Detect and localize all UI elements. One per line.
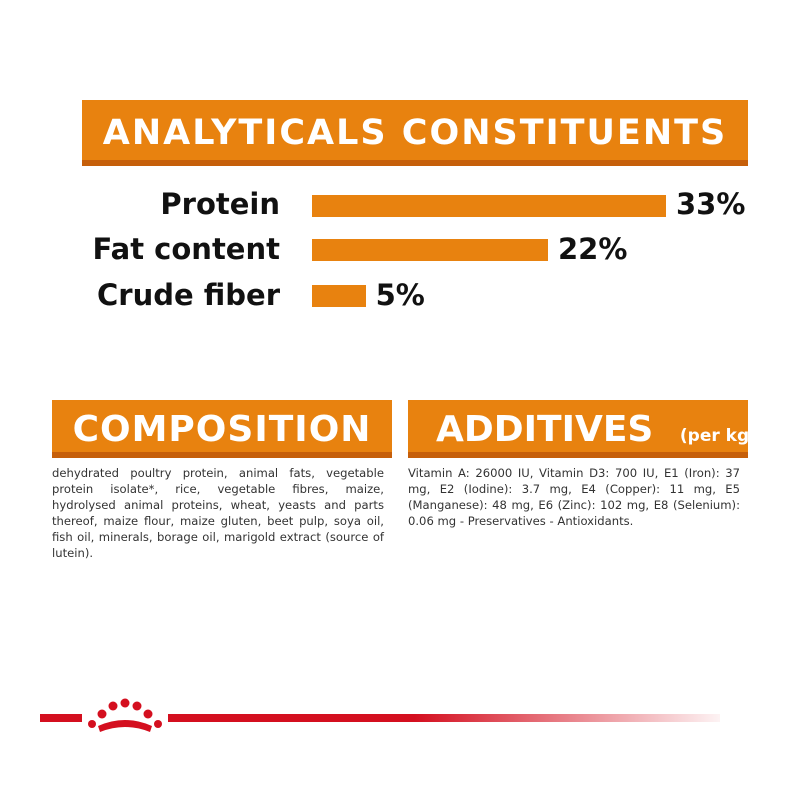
additives-subtitle: (per kg) (679, 426, 757, 446)
brand-stripe (40, 714, 720, 722)
protein-label: Protein (160, 187, 280, 221)
composition-text: dehydrated poultry protein, animal fats,… (52, 466, 384, 560)
crude-fiber-bar (312, 285, 366, 307)
additives-banner: ADDITIVES (per kg) (408, 400, 757, 458)
analyticals-title: ANALYTICALS CONSTITUENTS (102, 113, 728, 153)
additives-text: Vitamin A: 26000 IU, Vitamin D3: 700 IU,… (408, 466, 740, 528)
fat-content-bar (312, 239, 548, 261)
additives-title: ADDITIVES (436, 409, 654, 450)
protein-bar (312, 195, 666, 217)
fat-content-value: 22% (558, 232, 628, 266)
crude-fiber-label: Crude fiber (97, 278, 280, 312)
analyticals-banner: ANALYTICALS CONSTITUENTS (82, 100, 748, 166)
crude-fiber-value: 5% (375, 278, 425, 312)
composition-title: COMPOSITION (72, 409, 372, 450)
additives-heading: ADDITIVES (per kg) (408, 400, 757, 466)
composition-banner: COMPOSITION (52, 400, 392, 458)
protein-value: 33% (676, 187, 746, 221)
fat-content-label: Fat content (92, 232, 280, 266)
royal-canin-crown-icon (82, 694, 168, 740)
